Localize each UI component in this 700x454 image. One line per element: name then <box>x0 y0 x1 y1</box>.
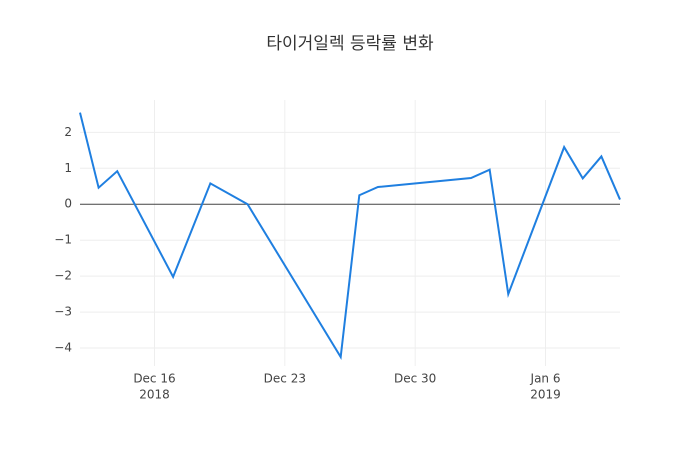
x-tick-label: Jan 6 <box>530 372 561 386</box>
x-tick-label: Dec 30 <box>394 372 436 386</box>
line <box>79 112 621 361</box>
y-tick-label: 0 <box>64 197 72 211</box>
chart-title: 타이거일렉 등락률 변화 <box>266 34 434 54</box>
y-tick-label: −2 <box>54 269 72 283</box>
y-tick-label: 2 <box>64 125 72 139</box>
x-tick-year: 2019 <box>530 388 561 402</box>
y-tick-label: −1 <box>54 233 72 247</box>
y-tick-label: −4 <box>54 341 72 355</box>
x-tick-label: Dec 16 <box>133 372 175 386</box>
y-tick-label: 1 <box>64 161 72 175</box>
x-tick-year: 2018 <box>139 388 170 402</box>
x-tick-label: Dec 23 <box>264 372 306 386</box>
y-tick-label: −3 <box>54 305 72 319</box>
